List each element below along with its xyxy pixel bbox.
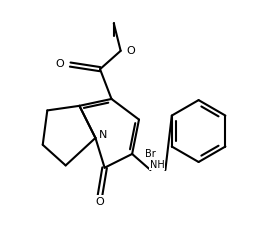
Text: NH: NH [150, 160, 165, 170]
Text: N: N [99, 130, 107, 140]
Text: Br: Br [145, 149, 155, 159]
Text: O: O [96, 196, 105, 206]
Text: O: O [56, 59, 64, 69]
Text: O: O [126, 46, 135, 55]
